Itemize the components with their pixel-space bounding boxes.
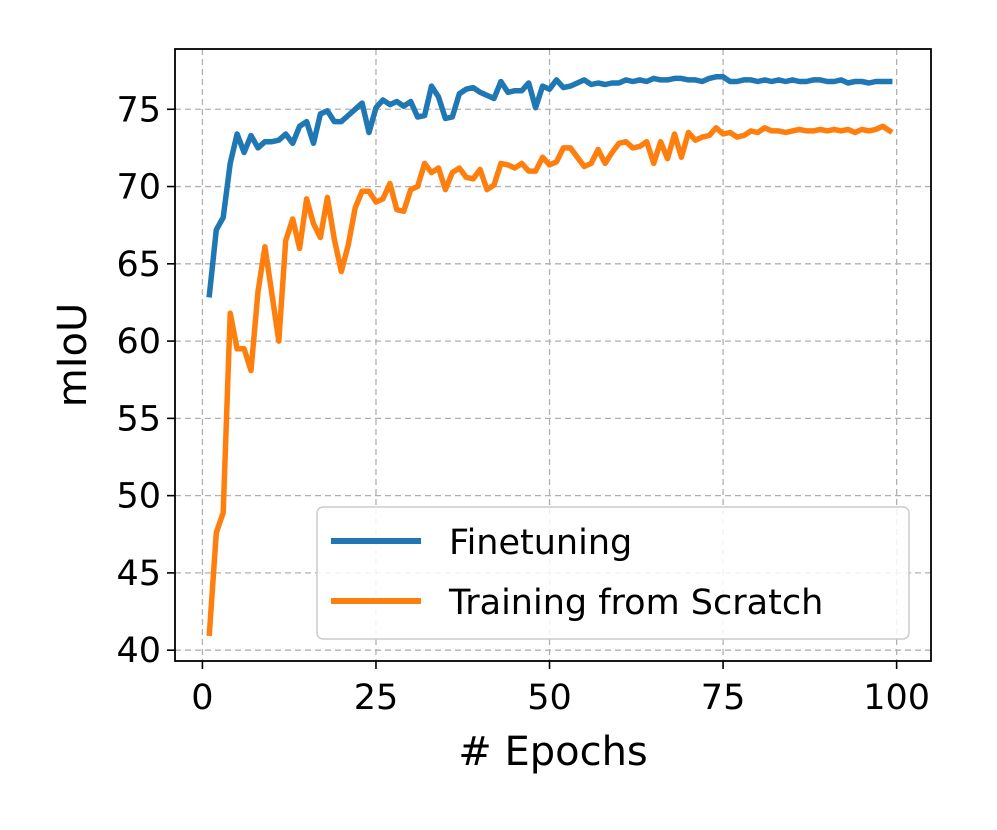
legend: Finetuning Training from Scratch [316,506,910,640]
series-line-1 [206,123,894,637]
legend-box [316,506,910,640]
series-line-0 [206,74,893,298]
x-tick-label: 100 [863,678,930,718]
series-lines [206,74,894,637]
legend-label-finetuning: Finetuning [449,523,632,563]
x-axis-label: # Epochs [458,729,648,775]
x-tick-label: 25 [354,678,399,718]
y-tick-label: 50 [116,477,161,517]
x-tick-label: 75 [701,678,746,718]
y-tick-label: 65 [116,245,161,285]
x-tick-label: 0 [191,678,213,718]
y-tick-label: 40 [116,631,161,671]
legend-label-training-from-scratch: Training from Scratch [448,583,823,623]
y-axis-label: mIoU [50,303,96,408]
y-tick-label: 45 [116,554,161,594]
y-tick-label: 60 [116,322,161,362]
y-tick-label: 55 [116,399,161,439]
x-tick-label: 50 [527,678,572,718]
y-tick-label: 75 [116,90,161,130]
plot-area-frame [174,48,932,662]
axis-ticks: 0 25 50 75 100 40 45 50 55 60 65 70 75 [116,90,930,718]
y-tick-label: 70 [116,168,161,208]
